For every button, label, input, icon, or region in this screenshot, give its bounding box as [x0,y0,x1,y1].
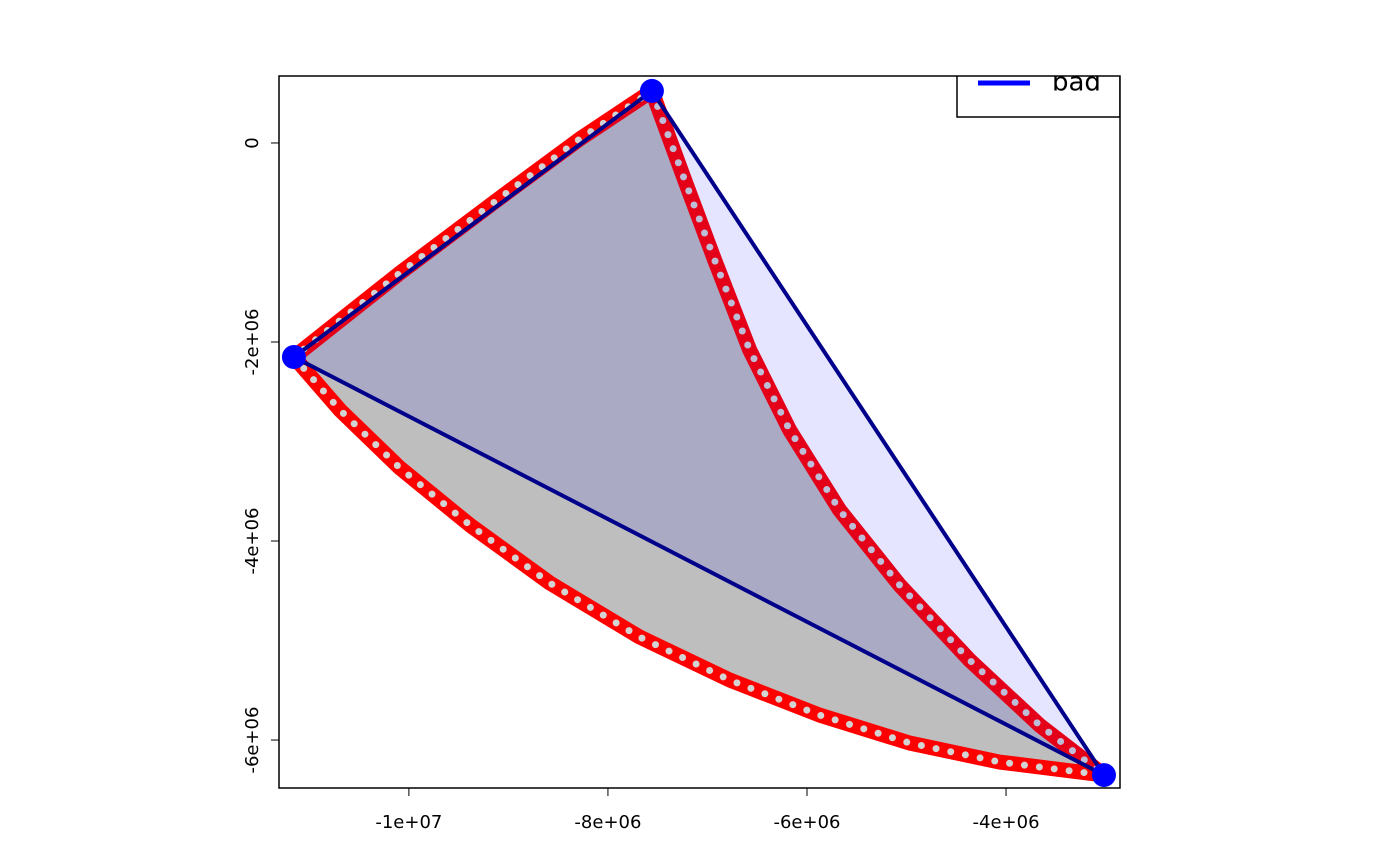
vertex-marker [281,345,306,370]
vertex-marker [1091,763,1116,788]
vertex-marker [639,78,664,103]
polygon-border [290,88,1110,781]
y-tick-label: -4e+06 [242,508,263,575]
y-tick-label: -6e+06 [242,707,263,774]
legend-label: bad [1052,68,1101,98]
polygon-fill [293,90,1104,776]
y-tick-label: 0 [242,137,263,148]
x-tick-label: -4e+06 [973,812,1040,833]
x-tick-label: -8e+06 [574,812,641,833]
x-tick-label: -1e+07 [375,812,442,833]
plot-box [278,75,1121,789]
x-tick-label: -6e+06 [773,812,840,833]
plot-area: bad [281,68,1120,788]
y-tick-label: -2e+06 [242,308,263,375]
polygon-fill [293,90,1104,776]
